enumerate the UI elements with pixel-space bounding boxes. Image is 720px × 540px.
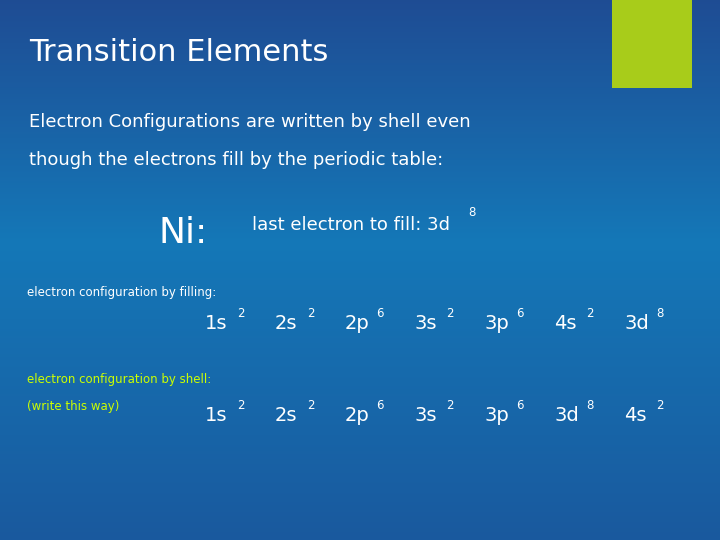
Text: 2p: 2p [345,406,369,425]
Text: Ni:: Ni: [158,216,207,250]
Text: 6: 6 [377,399,384,411]
Text: (write this way): (write this way) [27,400,120,413]
Text: last electron to fill: 3d: last electron to fill: 3d [252,216,450,234]
Text: 3s: 3s [415,314,437,333]
Text: electron configuration by filling:: electron configuration by filling: [27,286,217,299]
Text: 3s: 3s [415,406,437,425]
Text: 4s: 4s [554,314,577,333]
Text: 2p: 2p [345,314,369,333]
Text: 3p: 3p [485,314,509,333]
Text: 8: 8 [586,399,593,411]
Text: 2: 2 [446,307,454,320]
Text: 6: 6 [516,307,523,320]
Text: 2: 2 [237,399,244,411]
Text: 8: 8 [468,206,475,219]
Text: 2: 2 [586,307,593,320]
Text: 3p: 3p [485,406,509,425]
Text: 1s: 1s [205,314,228,333]
Text: 6: 6 [377,307,384,320]
Text: 2: 2 [307,399,314,411]
Text: 2s: 2s [275,314,297,333]
Text: electron configuration by shell:: electron configuration by shell: [27,373,212,386]
Text: though the electrons fill by the periodic table:: though the electrons fill by the periodi… [29,151,443,169]
Text: 6: 6 [516,399,523,411]
Text: 2: 2 [237,307,244,320]
Text: 8: 8 [656,307,663,320]
Bar [612,0,692,88]
Text: 2: 2 [307,307,314,320]
Text: 4s: 4s [624,406,647,425]
Text: 3d: 3d [624,314,649,333]
Text: 2: 2 [446,399,454,411]
Text: 1s: 1s [205,406,228,425]
Text: Electron Configurations are written by shell even: Electron Configurations are written by s… [29,113,470,131]
Text: 2: 2 [656,399,663,411]
Text: 2s: 2s [275,406,297,425]
Text: 3d: 3d [554,406,579,425]
Text: Transition Elements: Transition Elements [29,38,328,67]
